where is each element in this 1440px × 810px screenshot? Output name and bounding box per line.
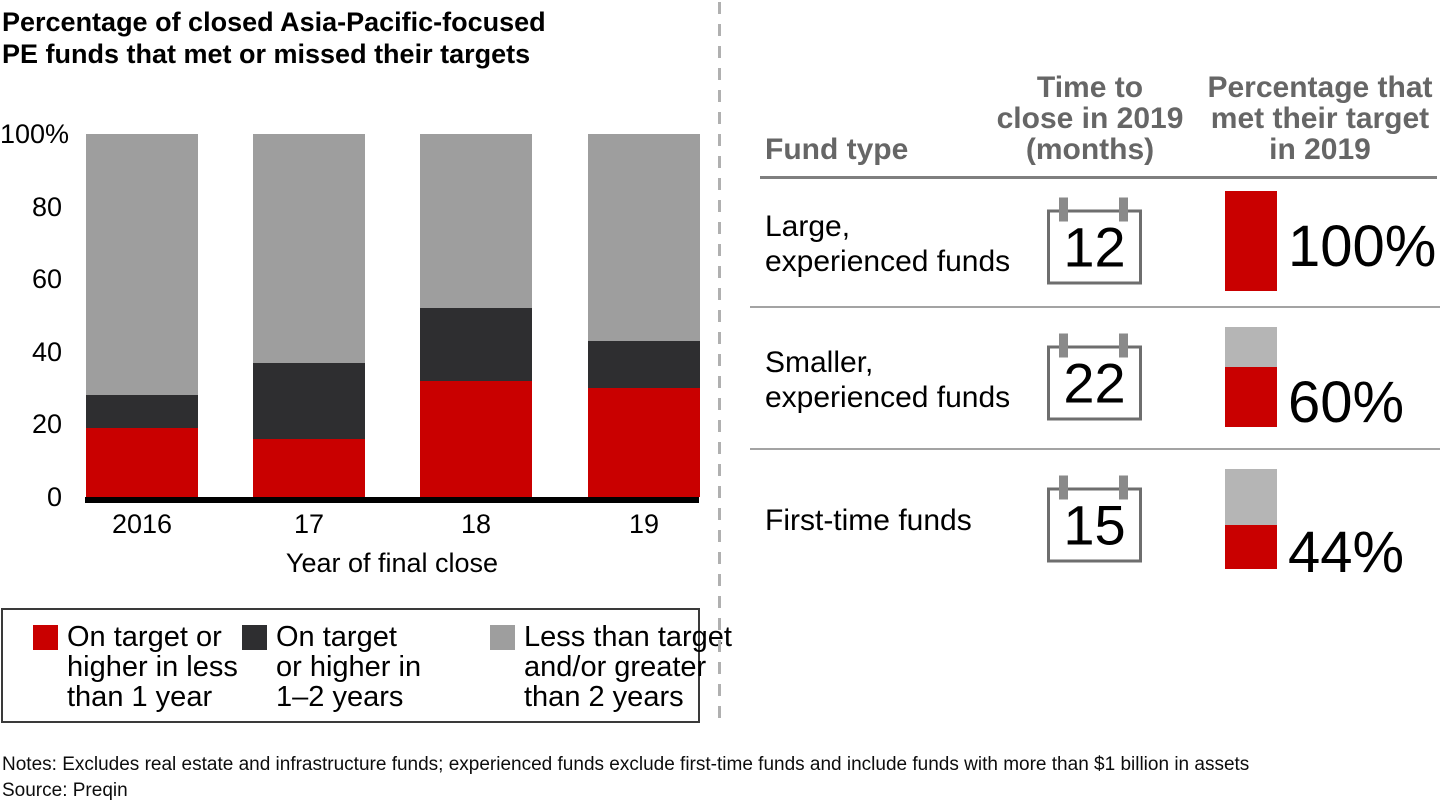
bar-segment <box>86 395 198 429</box>
vertical-dashed-divider <box>718 2 721 722</box>
bar-17 <box>253 134 365 497</box>
mini-bar-gray-segment <box>1225 327 1277 367</box>
percent-label: 100% <box>1288 214 1437 279</box>
calendar-tick <box>1059 333 1068 358</box>
bar-18 <box>420 134 532 497</box>
calendar-tick <box>1119 333 1128 358</box>
mini-bar-red-segment <box>1225 525 1277 569</box>
mini-bar-red-segment <box>1225 191 1277 291</box>
mini-bar <box>1225 191 1277 291</box>
bar-segment <box>253 362 365 439</box>
x-tick-label: 17 <box>293 509 325 539</box>
x-axis-title: Year of final close <box>285 548 499 578</box>
legend-swatch <box>490 625 515 650</box>
bar-segment <box>86 428 198 497</box>
y-tick-label: 100% <box>0 119 70 149</box>
bar-segment <box>420 308 532 381</box>
calendar-value: 12 <box>1047 209 1142 285</box>
y-tick-label: 0 <box>46 482 62 512</box>
source-line: Source: Preqin <box>2 780 128 801</box>
footnotes: Notes: Excludes real estate and infrastr… <box>2 752 1249 804</box>
calendar-icon: 15 <box>1047 475 1142 563</box>
fund-type-label: Large, experienced funds <box>765 209 1011 278</box>
y-tick-label: 60 <box>31 264 62 295</box>
bar-2016 <box>86 134 198 497</box>
fund-row: Smaller, experienced funds 22 60% <box>750 306 1440 450</box>
bar-segment <box>420 134 532 309</box>
y-tick-label: 20 <box>31 409 62 440</box>
mini-bar-gray-segment <box>1225 469 1277 525</box>
calendar-tick <box>1059 475 1068 500</box>
table-header-percent-met: Percentage that met their target in 2019 <box>1207 71 1433 166</box>
mini-bar <box>1225 469 1277 569</box>
notes-line: Notes: Excludes real estate and infrastr… <box>2 754 1250 775</box>
bar-19 <box>588 134 700 497</box>
x-tick-label: 18 <box>460 509 492 539</box>
legend-label: On target or higher in less than 1 year <box>67 621 238 713</box>
calendar-tick <box>1119 197 1128 222</box>
table-header-time-to-close: Time to close in 2019 (months) <box>996 71 1184 166</box>
legend-item: On target or higher in 1–2 years <box>242 622 421 712</box>
bar-segment <box>86 134 198 396</box>
calendar-tick <box>1119 475 1128 500</box>
calendar-value: 15 <box>1047 487 1142 563</box>
table-header-fund-type: Fund type <box>765 133 909 166</box>
stacked-bar-chart <box>85 134 700 497</box>
legend-label: Less than target and/or greater than 2 y… <box>524 621 732 713</box>
legend-item: Less than target and/or greater than 2 y… <box>490 622 732 712</box>
legend-item: On target or higher in less than 1 year <box>33 622 238 712</box>
bar-segment <box>420 380 532 497</box>
fund-row: First-time funds 15 44% <box>750 448 1440 590</box>
calendar-icon: 12 <box>1047 197 1142 285</box>
bar-segment <box>253 134 365 363</box>
calendar-tick <box>1059 197 1068 222</box>
calendar-icon: 22 <box>1047 333 1142 421</box>
fund-type-label: First-time funds <box>765 503 972 537</box>
mini-bar <box>1225 327 1277 427</box>
fund-row: Large, experienced funds 12 100% <box>750 176 1440 308</box>
bar-segment <box>253 438 365 497</box>
percent-label: 60% <box>1288 370 1405 435</box>
bar-segment <box>588 340 700 389</box>
x-tick-label: 19 <box>628 509 660 539</box>
bar-segment <box>588 134 700 341</box>
x-axis-line <box>85 497 699 503</box>
percent-label: 44% <box>1288 520 1405 585</box>
legend-box <box>1 608 700 723</box>
table-header-rule <box>760 176 1437 179</box>
legend-swatch <box>33 625 58 650</box>
y-tick-label: 80 <box>31 191 62 222</box>
calendar-value: 22 <box>1047 345 1142 421</box>
chart-title: Percentage of closed Asia-Pacific-focuse… <box>2 7 546 69</box>
legend-swatch <box>242 625 267 650</box>
legend-label: On target or higher in 1–2 years <box>276 621 422 713</box>
y-tick-label: 40 <box>31 336 62 367</box>
bar-segment <box>588 388 700 497</box>
x-tick-label: 2016 <box>111 509 173 539</box>
mini-bar-red-segment <box>1225 367 1277 427</box>
fund-type-label: Smaller, experienced funds <box>765 345 1011 414</box>
